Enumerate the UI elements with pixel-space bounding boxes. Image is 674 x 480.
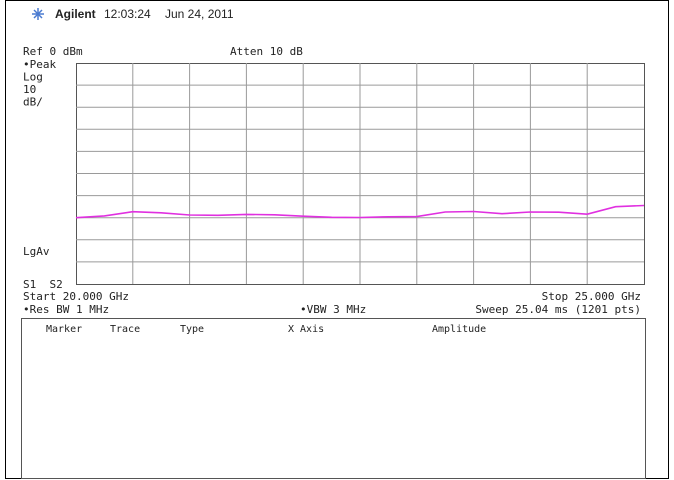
start-freq: Start 20.000 GHz [23,290,129,303]
table-header: Trace [110,324,140,335]
trace [75,204,645,219]
marker-table [21,318,646,479]
table-header: Type [180,324,204,335]
side-label: 10 [23,83,36,96]
vbw: •VBW 3 MHz [300,303,366,316]
attenuation: Atten 10 dB [230,45,303,58]
stop-freq: Stop 25.000 GHz [542,290,641,303]
time: 12:03:24 [104,7,151,21]
avg-mode: LgAv [23,245,50,258]
side-label: •Peak [23,58,56,71]
date: Jun 24, 2011 [165,7,234,21]
graticule [76,63,645,285]
side-label: Log [23,71,43,84]
table-header: Amplitude [432,324,486,335]
rbw: •Res BW 1 MHz [23,303,109,316]
ref-level: Ref 0 dBm [23,45,83,58]
table-header: X Axis [288,324,324,335]
logo-icon [32,8,44,20]
side-label: dB/ [23,96,43,109]
table-header: Marker [46,324,82,335]
sources: S1 S2 [23,278,63,291]
sweep: Sweep 25.04 ms (1201 pts) [475,303,641,316]
brand: Agilent [55,7,96,21]
